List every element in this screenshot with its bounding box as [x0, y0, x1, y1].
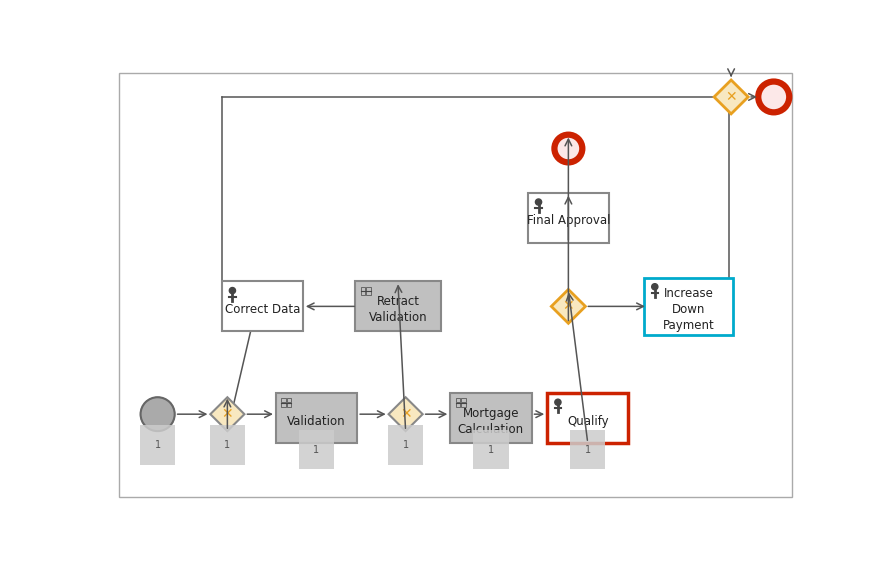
Text: 1: 1 [314, 444, 319, 455]
Bar [361, 292, 365, 295]
Polygon shape [714, 80, 749, 114]
Circle shape [652, 284, 658, 290]
Bar [366, 292, 371, 295]
Bar [528, 193, 609, 243]
Text: Mortgage
Calculation: Mortgage Calculation [458, 407, 524, 435]
Bar [221, 281, 303, 332]
Bar [361, 287, 365, 290]
Text: 1: 1 [585, 444, 591, 455]
Bar [281, 398, 286, 402]
Text: Correct Data: Correct Data [225, 303, 300, 316]
Text: ✕: ✕ [725, 90, 737, 104]
Text: Increase
Down
Payment: Increase Down Payment [662, 287, 715, 332]
Bar [456, 403, 461, 407]
Circle shape [535, 199, 541, 205]
Text: Validation: Validation [287, 415, 346, 428]
Text: 1: 1 [488, 444, 494, 455]
Text: ✕: ✕ [221, 407, 233, 421]
Polygon shape [388, 397, 422, 431]
Text: Retract
Validation: Retract Validation [369, 295, 428, 324]
Text: 1: 1 [224, 440, 230, 450]
Text: ✕: ✕ [400, 407, 412, 421]
Polygon shape [551, 289, 586, 323]
Bar [281, 403, 286, 407]
Circle shape [140, 397, 174, 431]
Bar [286, 398, 292, 402]
Text: Qualify: Qualify [567, 415, 609, 428]
Text: ✕: ✕ [563, 299, 574, 314]
Text: Final Approval: Final Approval [526, 214, 610, 227]
Bar [286, 403, 292, 407]
Bar [461, 403, 466, 407]
Bar [450, 393, 532, 443]
Bar [276, 393, 357, 443]
Bar [366, 287, 371, 290]
Circle shape [555, 135, 582, 162]
Text: 1: 1 [403, 440, 409, 450]
Circle shape [229, 288, 236, 294]
Bar [644, 277, 733, 335]
Bar [461, 398, 466, 402]
Text: 1: 1 [155, 440, 161, 450]
Circle shape [758, 82, 789, 112]
Bar [356, 281, 441, 332]
Polygon shape [211, 397, 244, 431]
Circle shape [555, 399, 561, 406]
Bar [547, 393, 629, 443]
Bar [456, 398, 461, 402]
